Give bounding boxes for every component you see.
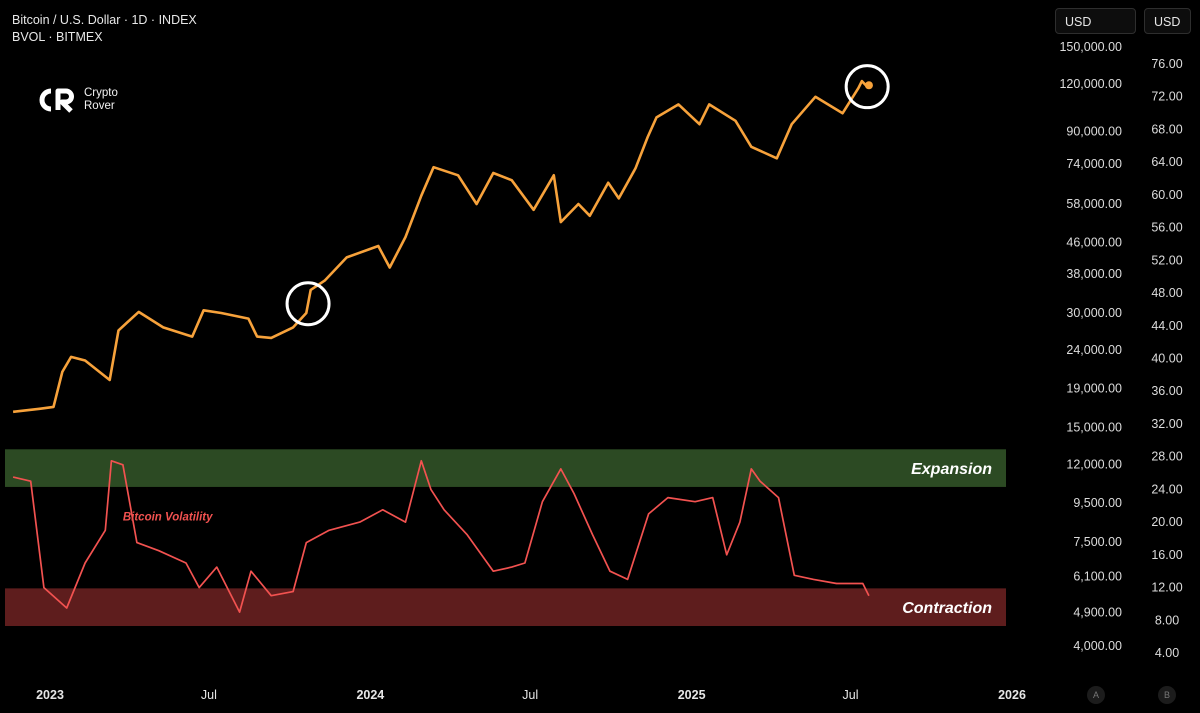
chart-header: Bitcoin / U.S. Dollar · 1D · INDEX BVOL …: [12, 12, 197, 46]
x-axis-tick: 2025: [677, 688, 706, 702]
right-axis-tick: 60.00: [1151, 188, 1182, 202]
right-axis-tick: 72.00: [1151, 90, 1182, 104]
left-axis-tick: 30,000.00: [1066, 306, 1122, 320]
logo-text-line2: Rover: [84, 100, 115, 112]
right-axis-tick: 16.00: [1151, 548, 1182, 562]
x-axis-tick: Jul: [522, 688, 539, 702]
right-axis-tick: 4.00: [1155, 646, 1179, 660]
contraction-band: [5, 588, 1006, 627]
crypto-rover-logo-icon: [39, 88, 74, 113]
bitcoin-price-line: [12, 79, 870, 414]
left-axis-tick: 7,500.00: [1073, 535, 1122, 549]
right-axis-tick: 20.00: [1151, 515, 1182, 529]
x-axis-tick: 2024: [356, 688, 385, 702]
logo-text-line1: Crypto: [84, 87, 118, 99]
indicator-title: BVOL · BITMEX: [12, 30, 103, 44]
left-axis-tick: 46,000.00: [1066, 235, 1122, 249]
left-axis-tick: 150,000.00: [1059, 40, 1122, 54]
left-axis-tick: 6,100.00: [1073, 569, 1122, 583]
left-axis-tick: 4,900.00: [1073, 605, 1122, 619]
left-axis-tick: 19,000.00: [1066, 381, 1122, 395]
x-axis-tick: 2023: [36, 688, 64, 702]
x-axis-tick: 2026: [998, 688, 1026, 702]
left-axis-currency-button[interactable]: USD: [1055, 8, 1136, 34]
right-axis-tick: 52.00: [1151, 253, 1182, 267]
expansion-label: Expansion: [911, 461, 992, 478]
left-axis-tick: 9,500.00: [1073, 496, 1122, 510]
bitcoin-volatility-label: Bitcoin Volatility: [123, 511, 213, 523]
left-axis-tick: 12,000.00: [1066, 457, 1122, 471]
crypto-rover-logo: Crypto Rover: [36, 86, 118, 114]
bitcoin-volatility-line: [12, 459, 870, 613]
left-axis-tick: 90,000.00: [1066, 124, 1122, 138]
right-axis-tick: 56.00: [1151, 221, 1182, 235]
right-axis-tick: 8.00: [1155, 613, 1179, 627]
left-axis-tick: 120,000.00: [1059, 77, 1122, 91]
auto-scale-button[interactable]: A: [1087, 686, 1105, 704]
highlight-circle-1: [285, 281, 331, 327]
right-axis-tick: 48.00: [1151, 286, 1182, 300]
right-axis-tick: 76.00: [1151, 57, 1182, 71]
left-axis-tick: 24,000.00: [1066, 343, 1122, 357]
left-axis-tick: 15,000.00: [1066, 421, 1122, 435]
right-axis-tick: 24.00: [1151, 482, 1182, 496]
x-axis-tick: Jul: [200, 688, 217, 702]
log-scale-button[interactable]: B: [1158, 686, 1176, 704]
right-axis-tick: 12.00: [1151, 581, 1182, 595]
right-axis-tick: 32.00: [1151, 417, 1182, 431]
right-axis-tick: 40.00: [1151, 352, 1182, 366]
expansion-band: [5, 449, 1006, 487]
right-axis-tick: 68.00: [1151, 122, 1182, 136]
left-axis-tick: 38,000.00: [1066, 267, 1122, 281]
right-axis-tick: 28.00: [1151, 450, 1182, 464]
left-axis-tick: 4,000.00: [1073, 639, 1122, 653]
symbol-title: Bitcoin / U.S. Dollar · 1D · INDEX: [12, 13, 197, 27]
right-axis-tick: 64.00: [1151, 155, 1182, 169]
right-axis-currency-button[interactable]: USD: [1144, 8, 1191, 34]
left-axis-tick: 58,000.00: [1066, 197, 1122, 211]
contraction-label: Contraction: [902, 600, 992, 617]
right-axis-tick: 44.00: [1151, 319, 1182, 333]
highlight-circle-2: [844, 64, 890, 110]
right-axis-tick: 36.00: [1151, 384, 1182, 398]
left-axis-tick: 74,000.00: [1066, 157, 1122, 171]
x-axis-tick: Jul: [842, 688, 859, 702]
last-price-dot: [864, 81, 873, 90]
